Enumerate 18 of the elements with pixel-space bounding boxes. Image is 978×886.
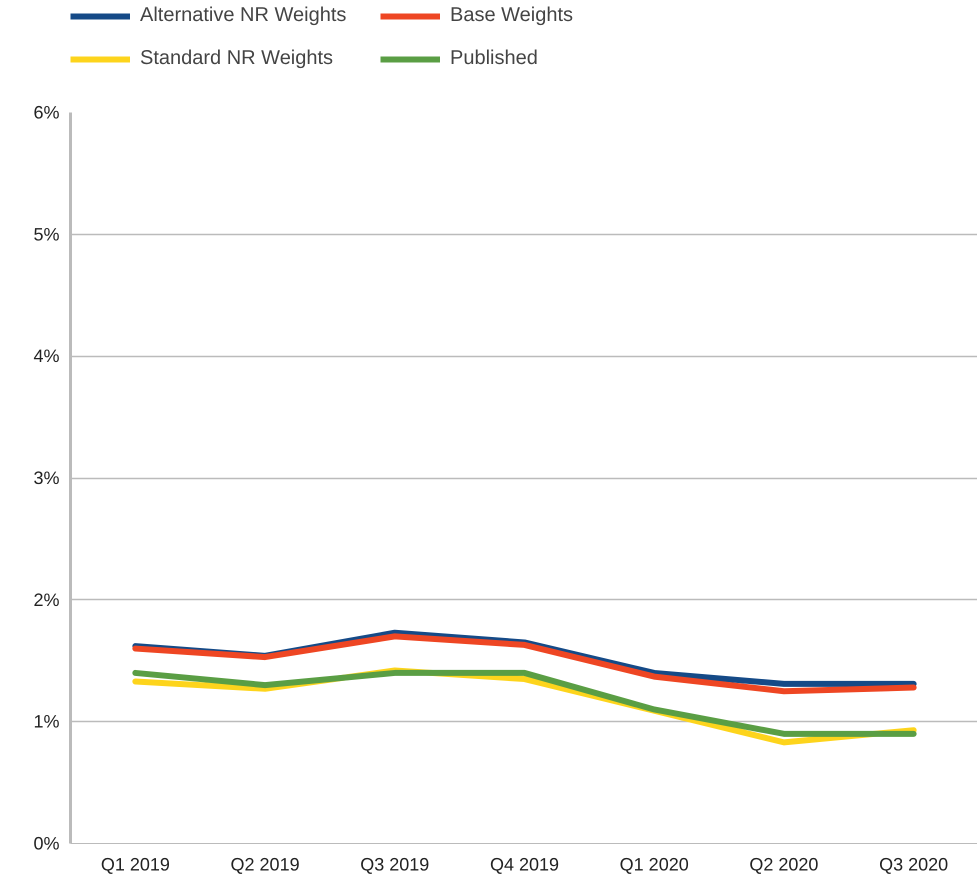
- y-tick-label: 5%: [33, 224, 60, 244]
- y-tick-label: 0%: [33, 834, 60, 854]
- x-tick-label: Q1 2020: [620, 854, 689, 874]
- x-tick-label: Q3 2020: [879, 854, 948, 874]
- y-tick-label: 1%: [33, 712, 60, 732]
- y-tick-label: 2%: [33, 590, 60, 610]
- x-tick-label: Q2 2020: [749, 854, 818, 874]
- y-tick-label: 6%: [33, 102, 60, 122]
- legend-label: Base Weights: [450, 4, 574, 27]
- legend-label: Published: [450, 47, 539, 70]
- x-tick-label: Q2 2019: [230, 854, 300, 874]
- y-tick-label: 4%: [33, 346, 60, 366]
- x-tick-label: Q1 2019: [100, 854, 170, 874]
- x-tick-label: Q3 2019: [360, 854, 430, 874]
- x-tick-label: Q4 2019: [490, 854, 560, 874]
- y-tick-label: 3%: [33, 468, 60, 488]
- legend-label: Alternative NR Weights: [140, 4, 348, 27]
- legend-label: Standard NR Weights: [140, 47, 334, 70]
